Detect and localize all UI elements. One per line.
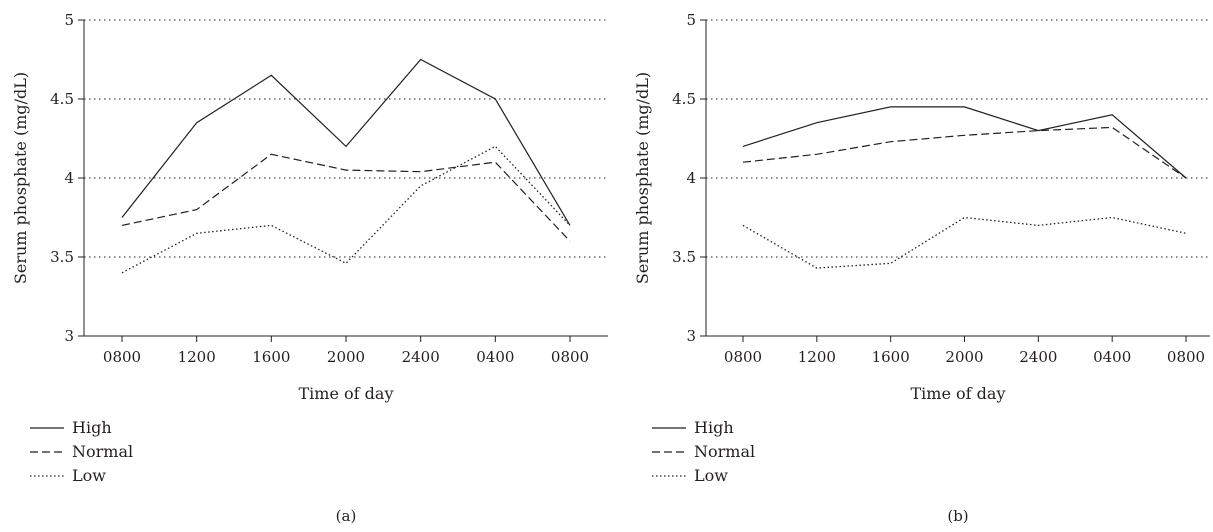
x-tick-label: 2400: [1019, 348, 1057, 366]
y-tick-label: 4: [64, 169, 74, 187]
x-axis-label: Time of day: [911, 384, 1006, 403]
x-tick-label: 0400: [1093, 348, 1131, 366]
series-line-low: [121, 145, 571, 274]
x-tick-label: 0800: [551, 348, 589, 366]
y-tick-label: 3: [686, 327, 696, 345]
series-line-normal: [121, 153, 571, 242]
legend-label-low: Low: [694, 466, 728, 485]
x-tick-label: 2000: [945, 348, 983, 366]
series-line-normal: [742, 126, 1187, 179]
panel-label: (a): [336, 507, 357, 525]
y-tick-label: 3.5: [50, 248, 74, 266]
chart-panel-a: 3 3.5 4 4.5 5 0800 1200 1600 2000 2400 0400 0800 Ser…: [11, 11, 608, 525]
x-tick-label: 0800: [724, 348, 762, 366]
legend-label-normal: Normal: [72, 442, 133, 461]
y-axis-label: Serum phosphate (mg/dL): [11, 72, 30, 284]
y-tick-label: 4: [686, 169, 696, 187]
legend-label-low: Low: [72, 466, 106, 485]
y-tick-label: 3.5: [672, 248, 696, 266]
legend-label-normal: Normal: [694, 442, 755, 461]
series-line-low: [742, 216, 1187, 269]
x-tick-label: 1200: [798, 348, 836, 366]
x-tick-label: 0800: [103, 348, 141, 366]
series-line-high: [121, 58, 571, 226]
panel-label: (b): [947, 507, 968, 525]
x-tick-label: 1600: [872, 348, 910, 366]
series-line-high: [742, 106, 1187, 179]
x-tick-label: 0800: [1167, 348, 1205, 366]
y-axis-label: Serum phosphate (mg/dL): [633, 72, 652, 284]
chart-panel-b: 3 3.5 4 4.5 5 0800 1200 1600 2000 2400 0400 0800 Ser…: [633, 11, 1210, 525]
y-tick-label: 5: [64, 11, 74, 29]
legend-label-high: High: [694, 418, 734, 437]
y-tick-label: 3: [64, 327, 74, 345]
y-tick-label: 5: [686, 11, 696, 29]
x-tick-label: 0400: [476, 348, 514, 366]
x-axis-label: Time of day: [299, 384, 394, 403]
x-tick-label: 2000: [327, 348, 365, 366]
y-tick-label: 4.5: [672, 90, 696, 108]
x-tick-label: 1600: [252, 348, 290, 366]
legend-label-high: High: [72, 418, 112, 437]
x-tick-label: 2400: [402, 348, 440, 366]
y-tick-label: 4.5: [50, 90, 74, 108]
x-tick-label: 1200: [178, 348, 216, 366]
